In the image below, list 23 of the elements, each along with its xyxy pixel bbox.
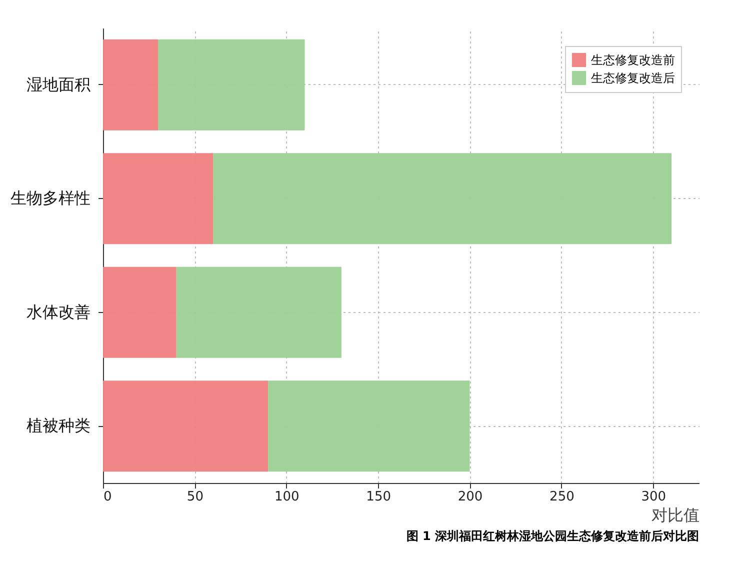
bar: [158, 39, 305, 130]
bar: [103, 153, 214, 244]
bar: [268, 380, 470, 472]
x-tick-label: 150: [366, 490, 391, 504]
x-tick-label: 300: [641, 490, 666, 504]
x-tick-label: 50: [186, 490, 204, 504]
x-tick-label: 0: [104, 490, 112, 504]
bar: [103, 380, 268, 472]
y-tick-label: 水体改善: [26, 302, 90, 322]
x-tick-label: 250: [550, 490, 574, 504]
x-axis-title: 对比值: [652, 506, 700, 524]
x-tick-label: 100: [274, 490, 300, 504]
bar: [103, 39, 158, 130]
x-tick-label: 200: [458, 490, 483, 504]
y-tick-label: 湿地面积: [26, 74, 90, 94]
bar: [213, 153, 672, 244]
legend-label: 生态修复改造后: [591, 71, 675, 85]
bar: [176, 266, 342, 358]
caption: 图 1 深圳福田红树林湿地公园生态修复改造前后对比图: [406, 529, 699, 543]
y-tick-label: 生物多样性: [10, 188, 90, 208]
y-tick-label: 植被种类: [26, 416, 90, 436]
legend-label: 生态修复改造前: [591, 53, 675, 67]
bar: [103, 266, 176, 358]
